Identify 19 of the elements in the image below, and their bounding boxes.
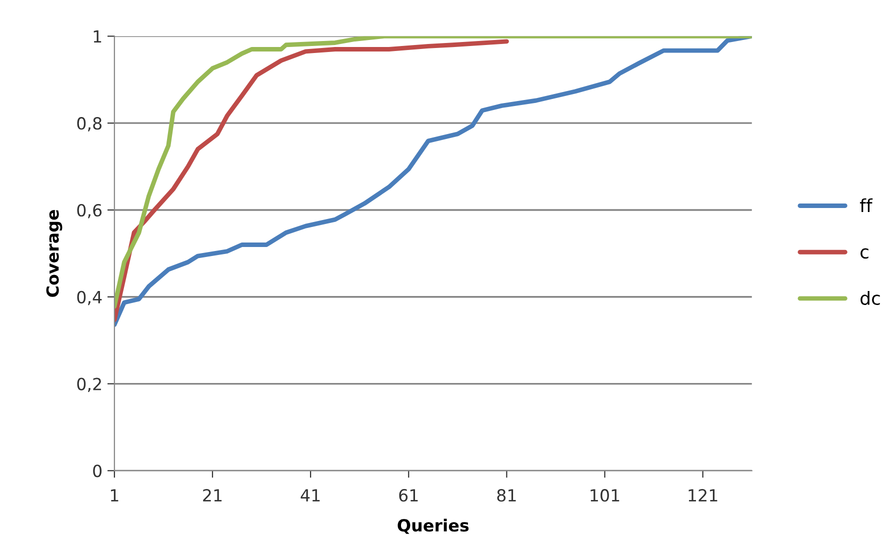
y-tick-label: 0,4 <box>77 290 102 306</box>
legend-label: dc <box>860 291 880 306</box>
x-tick-label: 81 <box>497 489 516 502</box>
y-tick-label: 0,6 <box>77 204 102 218</box>
y-axis-title: Coverage <box>46 210 62 297</box>
line-series <box>114 39 509 322</box>
x-axis-title: Queries <box>398 518 469 534</box>
y-tick-label: 0,8 <box>77 117 102 132</box>
legend-label: c <box>860 248 868 259</box>
y-tick-label: 0 <box>93 464 102 478</box>
x-tick-label: 101 <box>590 489 620 502</box>
x-tick-label: 21 <box>203 489 222 502</box>
legend-label: ff <box>860 198 873 212</box>
y-tick-label: 0,2 <box>77 378 101 392</box>
x-tick-label: 61 <box>399 489 418 502</box>
x-tick-label: 1 <box>110 489 118 502</box>
x-tick-label: 41 <box>300 489 320 502</box>
x-tick-label: 121 <box>688 489 718 502</box>
y-tick-label: 1 <box>94 30 102 43</box>
